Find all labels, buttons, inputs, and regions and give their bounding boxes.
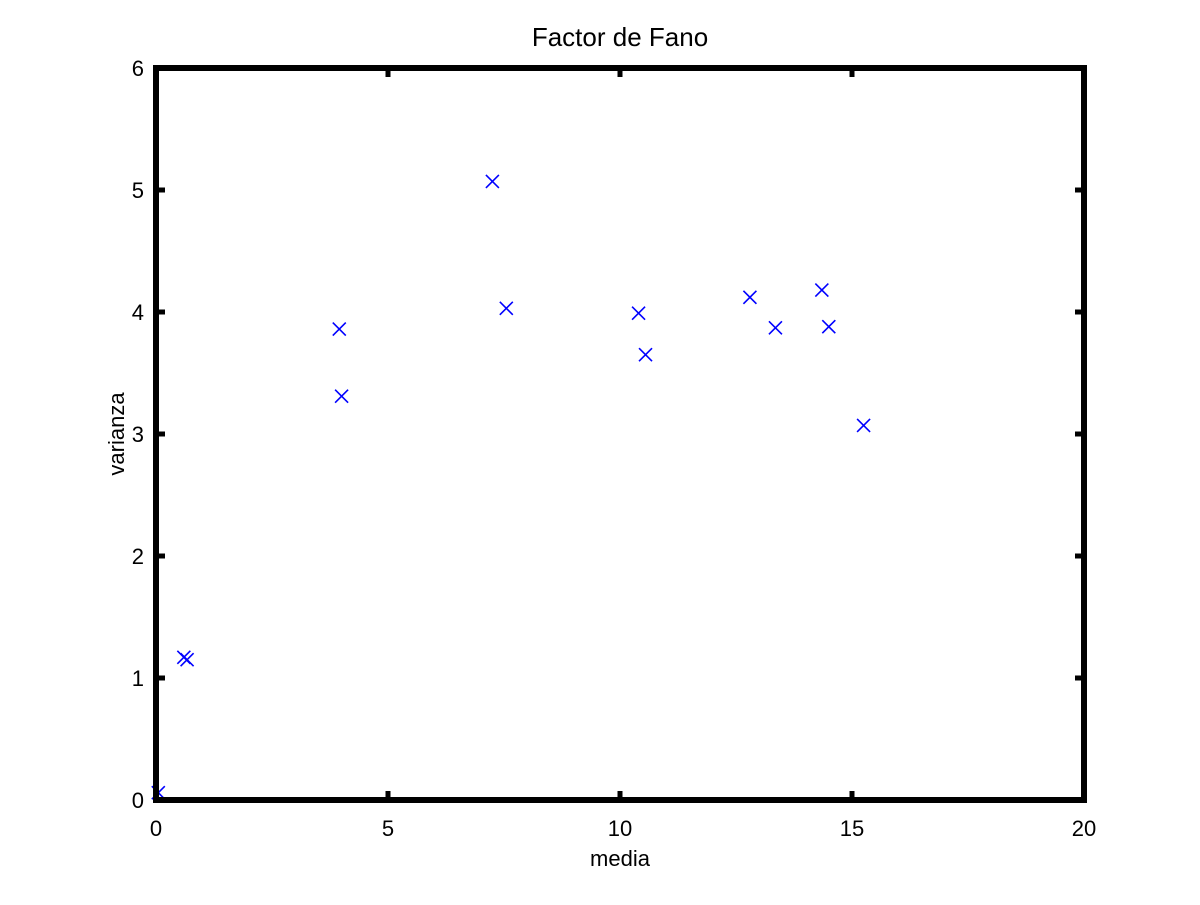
y-tick-label: 5 xyxy=(132,178,144,203)
data-point-stroke xyxy=(821,319,836,334)
chart-title: Factor de Fano xyxy=(532,22,708,52)
data-point xyxy=(334,389,349,404)
x-tick-label: 15 xyxy=(840,816,864,841)
y-axis-label: varianza xyxy=(104,392,129,476)
data-point-stroke xyxy=(856,418,871,433)
x-tick-label: 20 xyxy=(1072,816,1096,841)
data-point xyxy=(814,282,829,298)
data-point xyxy=(768,320,783,335)
plot-area-frame xyxy=(153,65,1087,803)
x-tick-label: 0 xyxy=(150,816,162,841)
data-point-stroke xyxy=(768,320,783,335)
data-point-stroke xyxy=(485,174,500,189)
data-point-stroke xyxy=(499,301,514,316)
data-point-stroke xyxy=(332,322,347,337)
y-tick-label: 1 xyxy=(132,666,144,691)
data-point xyxy=(180,652,195,667)
x-tick-label: 10 xyxy=(608,816,632,841)
data-point xyxy=(332,322,347,337)
data-point xyxy=(485,174,500,189)
y-tick-label: 3 xyxy=(132,422,144,447)
data-point-stroke xyxy=(631,306,646,321)
tick-labels: 0 5 10 15 20 0 1 2 3 4 5 6 xyxy=(132,56,1096,841)
y-tick-label: 2 xyxy=(132,544,144,569)
y-tick-label: 4 xyxy=(132,300,144,325)
data-point xyxy=(856,418,871,433)
data-point xyxy=(631,306,646,321)
data-point xyxy=(638,347,653,362)
data-point-stroke xyxy=(180,652,195,667)
x-axis-label: media xyxy=(590,846,651,871)
x-tick-label: 5 xyxy=(382,816,394,841)
data-point xyxy=(499,301,514,316)
data-point xyxy=(821,319,836,334)
y-tick-label: 0 xyxy=(132,788,144,813)
data-point-stroke xyxy=(638,347,653,362)
y-tick-label: 6 xyxy=(132,56,144,81)
data-point-stroke xyxy=(814,282,829,298)
data-point-stroke xyxy=(742,290,757,305)
data-point xyxy=(742,290,757,305)
data-point-stroke xyxy=(334,389,349,404)
